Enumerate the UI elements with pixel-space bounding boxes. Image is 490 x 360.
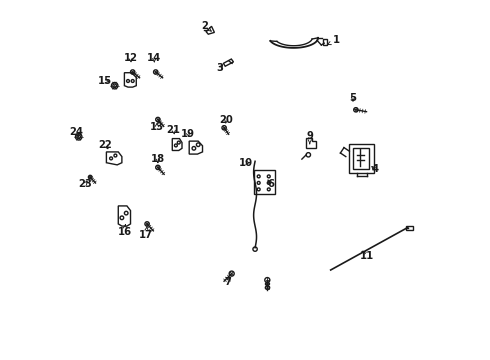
Text: 16: 16 (117, 224, 131, 237)
Text: 22: 22 (98, 140, 112, 150)
Text: 5: 5 (349, 93, 357, 103)
Text: 18: 18 (151, 154, 165, 164)
Bar (406, 226, 413, 230)
Text: 7: 7 (224, 276, 231, 287)
Text: 1: 1 (327, 35, 341, 45)
Text: 10: 10 (239, 158, 253, 168)
Bar (353, 148, 369, 169)
Text: 14: 14 (147, 53, 161, 63)
Bar (349, 144, 374, 173)
Bar (254, 170, 274, 194)
Text: 2: 2 (201, 21, 211, 31)
Text: 9: 9 (306, 131, 313, 144)
Text: 15: 15 (98, 76, 112, 86)
Text: 24: 24 (70, 127, 83, 138)
Text: 13: 13 (150, 122, 164, 132)
Text: 4: 4 (371, 164, 378, 174)
Text: 8: 8 (264, 282, 271, 292)
Text: 20: 20 (220, 114, 233, 125)
Text: 6: 6 (268, 179, 274, 189)
Text: 21: 21 (167, 125, 181, 135)
Text: 17: 17 (139, 227, 153, 240)
Text: 11: 11 (360, 251, 374, 261)
Text: 12: 12 (123, 53, 138, 63)
Bar (323, 39, 327, 45)
Text: 23: 23 (78, 179, 92, 189)
Text: 3: 3 (217, 63, 223, 73)
Text: 19: 19 (181, 129, 195, 139)
